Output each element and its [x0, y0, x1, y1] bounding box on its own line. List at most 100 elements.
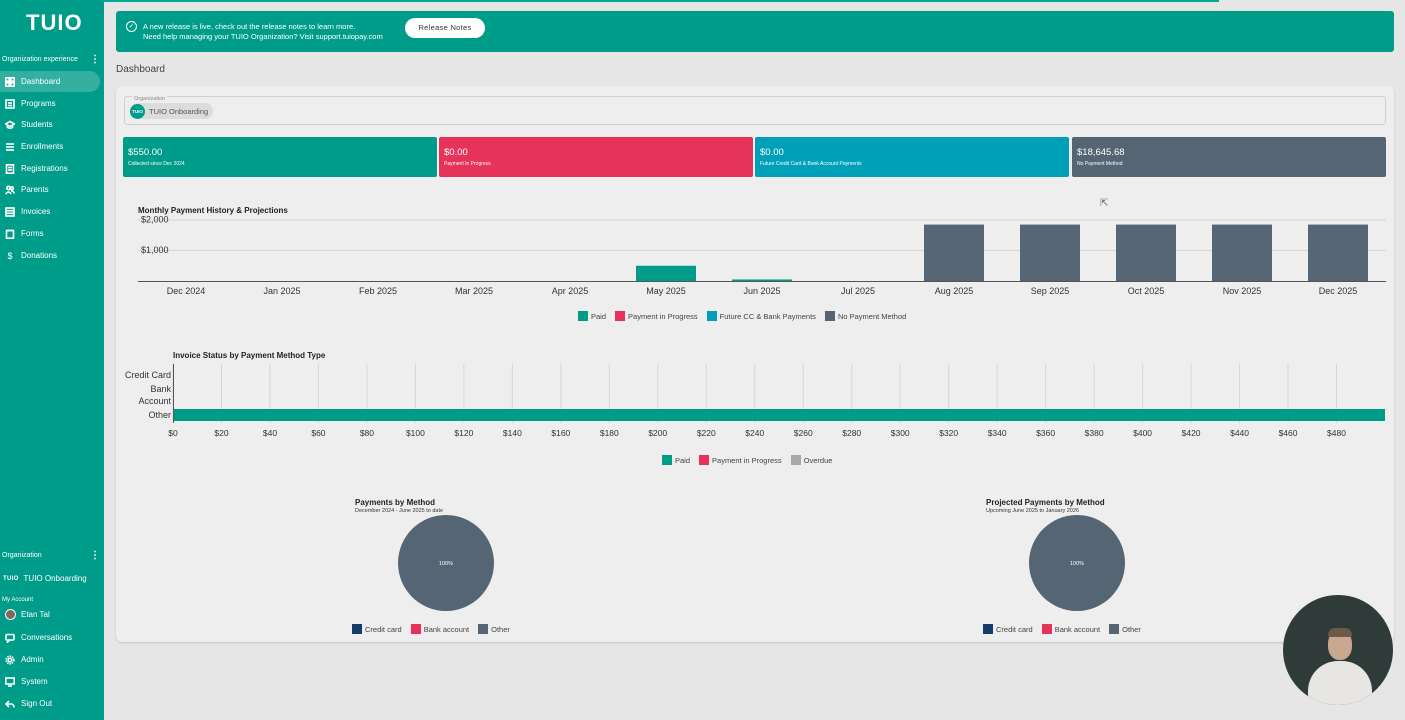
projected-payments-subtitle: Upcoming June 2025 to January 2026: [986, 508, 1079, 514]
more-options-icon[interactable]: ⋮: [90, 54, 100, 65]
x-tick-label: $20: [214, 428, 228, 438]
legend-item[interactable]: Payment in Progress: [615, 311, 698, 321]
bar-no-payment-method: [924, 224, 984, 281]
payments-by-method-title: Payments by Method: [355, 498, 436, 507]
pie-slice-other: [1029, 515, 1125, 611]
legend-swatch: [410, 624, 421, 634]
stat-future-payments: $0.00 Future Credit Card & Bank Account …: [755, 137, 1069, 177]
legend-swatch: [1109, 624, 1120, 634]
tuio-logo[interactable]: TUIO: [26, 10, 83, 35]
x-tick-label: $100: [406, 428, 425, 438]
sidebar-item-parents[interactable]: Parents: [0, 179, 100, 200]
sidebar-item-conversations[interactable]: Conversations: [0, 627, 100, 648]
chip-label: TUIO Onboarding: [149, 106, 209, 116]
y-tick-label: Other: [148, 410, 171, 420]
sidebar-item-donations[interactable]: $ Donations: [0, 245, 100, 266]
release-notes-button[interactable]: Release Notes: [405, 18, 485, 38]
presenter-body: [1308, 661, 1372, 705]
monthly-payment-chart: $1,000 $2,000 Dec 2024 Jan 2025 Feb 2025 Mar …: [138, 215, 1386, 296]
legend-label: Credit card: [996, 624, 1033, 634]
invoice-status-chart: $0 $20 $40 $60 $80 $100 $120 $140 $160 $180 $200 $2…: [125, 364, 1385, 438]
organization-select[interactable]: Organization TUIO TUIO Onboarding: [124, 96, 1386, 125]
legend-label: Credit card: [365, 624, 402, 634]
invoices-icon: [5, 206, 15, 217]
my-account-label: My Account: [2, 597, 34, 603]
sidebar-item-forms[interactable]: Forms: [0, 223, 100, 244]
stat-no-payment-method: $18,645.68 No Payment Method: [1072, 137, 1386, 177]
legend-swatch: [983, 624, 993, 634]
bar-paid: [174, 409, 1385, 421]
legend-swatch: [1041, 624, 1052, 634]
legend-label: Bank account: [1054, 624, 1101, 634]
legend-item[interactable]: Credit card: [983, 624, 1033, 634]
legend-label: Future CC & Bank Payments: [719, 311, 816, 321]
x-tick-label: $120: [454, 428, 473, 438]
x-tick-label: Aug 2025: [935, 286, 974, 296]
legend-item[interactable]: Paid: [578, 311, 606, 321]
payments-by-method-pie: 100%: [398, 515, 494, 611]
x-tick-label: $400: [1133, 428, 1152, 438]
parents-icon: [5, 184, 15, 194]
sidebar-item-dashboard[interactable]: Dashboard: [0, 71, 100, 92]
legend-swatch: [706, 311, 717, 321]
y-tick-label: $1,000: [141, 245, 169, 255]
legend-item[interactable]: Payment in Progress: [699, 455, 782, 465]
x-tick-label: Nov 2025: [1223, 286, 1262, 296]
invoice-chart-title: Invoice Status by Payment Method Type: [173, 351, 326, 360]
legend-label: Bank account: [423, 624, 470, 634]
sidebar-item-invoices[interactable]: Invoices: [0, 201, 100, 222]
legend-item[interactable]: Overdue: [790, 455, 832, 465]
stat-collected: $550.00 Collected since Dec 2024: [123, 137, 437, 177]
x-tick-label: Mar 2025: [455, 286, 493, 296]
legend-item[interactable]: Other: [1109, 624, 1141, 634]
pie-data-label: 100%: [439, 561, 453, 567]
sidebar-item-label: Parents: [21, 185, 49, 194]
legend-item[interactable]: Paid: [662, 455, 690, 465]
y-tick-label: Bank: [150, 384, 171, 394]
sidebar-item-registrations[interactable]: Registrations: [0, 158, 100, 179]
sidebar-item-system[interactable]: System: [0, 671, 100, 692]
y-tick-label: $2,000: [141, 215, 169, 225]
conversations-icon: [5, 633, 15, 643]
sidebar-item-enrollments[interactable]: Enrollments: [0, 136, 100, 157]
stat-label: No Payment Method: [1077, 161, 1123, 167]
sidebar-item-admin[interactable]: Admin: [0, 649, 100, 670]
x-tick-label: Oct 2025: [1128, 286, 1165, 296]
legend-item[interactable]: Credit card: [352, 624, 402, 634]
projected-payments-pie: 100%: [1029, 515, 1125, 611]
sidebar-item-sign-out[interactable]: Sign Out: [0, 693, 100, 714]
legend-item[interactable]: Other: [478, 624, 510, 634]
programs-icon: [5, 98, 15, 109]
legend-swatch: [352, 624, 362, 634]
payments-by-method-subtitle: December 2024 - June 2025 to date: [355, 508, 444, 514]
mouse-cursor-icon: ⇱: [1100, 198, 1109, 209]
banner-line-2: Need help managing your TUIO Organizatio…: [143, 32, 383, 41]
enrollments-icon: [6, 142, 14, 151]
section-label: Organization experience: [2, 56, 78, 63]
page-title: Dashboard: [116, 64, 165, 75]
x-tick-label: $60: [311, 428, 325, 438]
sidebar-item-students[interactable]: Students: [0, 114, 100, 135]
sidebar: TUIO Organization experience ⋮ Dashboard…: [0, 0, 104, 720]
webcam-overlay: [1283, 595, 1393, 705]
forms-icon: [5, 229, 15, 239]
sidebar-item-programs[interactable]: Programs: [0, 93, 100, 114]
legend-swatch: [824, 311, 835, 321]
more-options-icon[interactable]: ⋮: [90, 550, 100, 561]
y-tick-label: Account: [138, 396, 171, 406]
legend-item[interactable]: Bank account: [410, 624, 470, 634]
x-tick-label: $240: [745, 428, 764, 438]
section-label: Organization: [2, 552, 42, 559]
legend-item[interactable]: Future CC & Bank Payments: [706, 311, 816, 321]
stat-value: $0.00: [444, 147, 468, 158]
x-tick-label: $320: [939, 428, 958, 438]
sidebar-item-label: Conversations: [21, 633, 73, 642]
x-tick-label: $380: [1085, 428, 1104, 438]
x-tick-label: Jun 2025: [743, 286, 780, 296]
current-organization[interactable]: TUIO TUIO Onboarding: [0, 568, 100, 589]
organization-chip[interactable]: TUIO TUIO Onboarding: [130, 103, 214, 119]
legend-item[interactable]: Bank account: [1041, 624, 1101, 634]
x-tick-label: $420: [1182, 428, 1201, 438]
legend-item[interactable]: No Payment Method: [824, 311, 906, 321]
user-account[interactable]: Etan Tal: [0, 604, 100, 625]
